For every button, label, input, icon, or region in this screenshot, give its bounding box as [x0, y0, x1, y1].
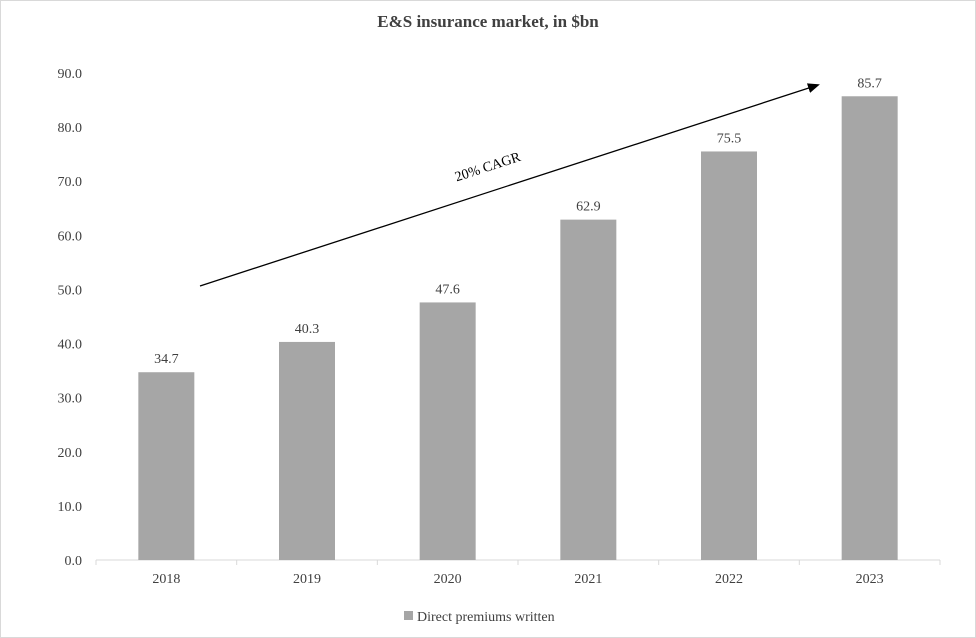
- bar-2020: [419, 302, 476, 560]
- y-tick-label: 80.0: [58, 121, 83, 136]
- x-tick-label: 2018: [152, 572, 180, 587]
- y-tick-label: 60.0: [58, 229, 83, 244]
- bar-series: [138, 96, 898, 561]
- x-tick-label: 2022: [715, 572, 743, 587]
- x-axis: 2018 2019 2020 2021 2022 2023: [95, 560, 941, 587]
- y-tick-label: 70.0: [58, 175, 83, 190]
- y-tick-label: 30.0: [58, 392, 83, 407]
- bar-2019: [279, 341, 335, 560]
- y-tick-label: 0.0: [65, 554, 83, 569]
- bar-2018: [138, 372, 195, 560]
- y-axis: 0.0 10.0 20.0 30.0 40.0 50.0 60.0 70.0 80.0 90.0: [58, 67, 83, 569]
- bar-2021: [560, 219, 617, 560]
- legend-swatch: [404, 611, 413, 620]
- data-label: 47.6: [435, 282, 460, 297]
- legend-label: Direct premiums written: [417, 610, 555, 625]
- data-label: 40.3: [295, 322, 320, 337]
- bar-2023: [841, 96, 898, 561]
- y-tick-label: 50.0: [58, 283, 83, 298]
- y-tick-label: 40.0: [58, 338, 83, 353]
- bar-2022: [701, 151, 757, 560]
- x-tick-label: 2019: [293, 572, 321, 587]
- data-label: 62.9: [576, 200, 601, 215]
- x-tick-label: 2023: [856, 572, 884, 587]
- x-tick-label: 2020: [434, 572, 462, 587]
- data-label: 85.7: [857, 76, 882, 91]
- legend: Direct premiums written: [404, 610, 555, 625]
- y-tick-label: 20.0: [58, 446, 83, 461]
- cagr-annotation: 20% CAGR: [453, 150, 523, 186]
- y-tick-label: 90.0: [58, 67, 83, 82]
- x-tick-label: 2021: [574, 572, 602, 587]
- y-tick-label: 10.0: [58, 500, 83, 515]
- data-labels: 34.7 40.3 47.6 62.9 75.5 85.7: [154, 76, 882, 367]
- data-label: 34.7: [154, 352, 179, 367]
- cagr-arrow: [199, 83, 820, 287]
- data-label: 75.5: [717, 131, 742, 146]
- chart-title: E&S insurance market, in $bn: [377, 12, 599, 31]
